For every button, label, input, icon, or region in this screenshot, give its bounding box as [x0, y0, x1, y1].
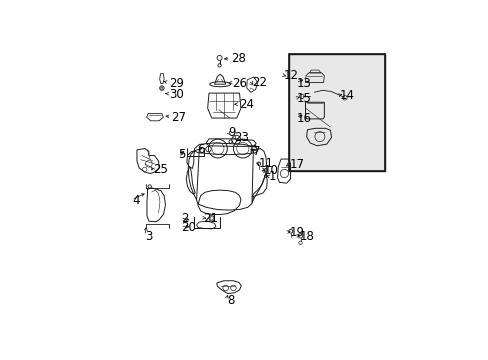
Text: 9: 9 — [228, 126, 235, 139]
Text: 16: 16 — [296, 112, 311, 125]
Text: 24: 24 — [239, 98, 253, 111]
Text: 26: 26 — [232, 77, 247, 90]
Text: 27: 27 — [171, 111, 186, 124]
Text: 20: 20 — [181, 221, 195, 234]
Text: 30: 30 — [168, 88, 183, 101]
Text: 8: 8 — [226, 294, 234, 307]
Text: 18: 18 — [299, 230, 314, 243]
Text: 10: 10 — [264, 164, 278, 177]
Text: 14: 14 — [339, 89, 354, 102]
Text: 11: 11 — [258, 157, 273, 170]
Text: 6: 6 — [197, 143, 204, 156]
Text: 25: 25 — [153, 163, 167, 176]
Text: 17: 17 — [289, 158, 304, 171]
Bar — [288, 54, 384, 171]
Text: 4: 4 — [132, 194, 139, 207]
Text: 15: 15 — [296, 92, 310, 105]
Text: 3: 3 — [145, 230, 152, 243]
Text: 19: 19 — [289, 226, 304, 239]
Text: 2: 2 — [181, 212, 188, 225]
Text: 13: 13 — [296, 77, 310, 90]
Text: 5: 5 — [178, 148, 185, 161]
Text: 1: 1 — [268, 170, 276, 183]
Text: 23: 23 — [234, 131, 249, 144]
Text: 7: 7 — [252, 145, 260, 158]
Text: 22: 22 — [251, 76, 266, 89]
Text: 29: 29 — [168, 77, 183, 90]
Text: 21: 21 — [203, 212, 218, 225]
Text: 28: 28 — [231, 52, 245, 65]
Text: 12: 12 — [283, 69, 298, 82]
Bar — [288, 54, 384, 171]
